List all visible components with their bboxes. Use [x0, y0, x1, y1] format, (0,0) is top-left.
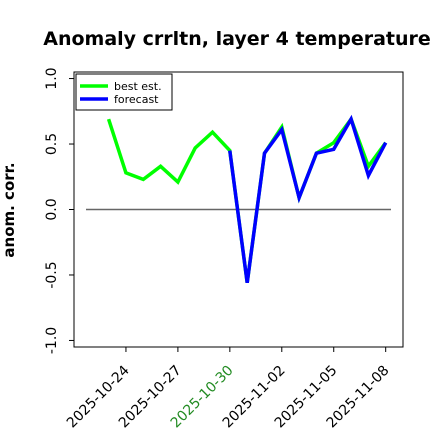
legend-label: forecast: [114, 93, 159, 106]
y-tick-label: -1.0: [44, 327, 60, 354]
legend-label: best est.: [114, 80, 162, 93]
y-axis-label: anom. corr.: [0, 162, 18, 257]
y-tick-label: 0.0: [44, 198, 60, 220]
plot-area: -1.0-0.50.00.51.02025-10-242025-10-27202…: [44, 67, 404, 431]
y-tick-label: -0.5: [44, 261, 60, 288]
y-tick-label: 0.5: [44, 133, 60, 155]
series-line-forecast: [228, 114, 388, 284]
chart-title: Anomaly crrltn, layer 4 temperature: [43, 28, 431, 50]
y-tick-label: 1.0: [44, 67, 60, 89]
series-line-best-est: [106, 115, 388, 284]
legend-box: [75, 73, 173, 111]
